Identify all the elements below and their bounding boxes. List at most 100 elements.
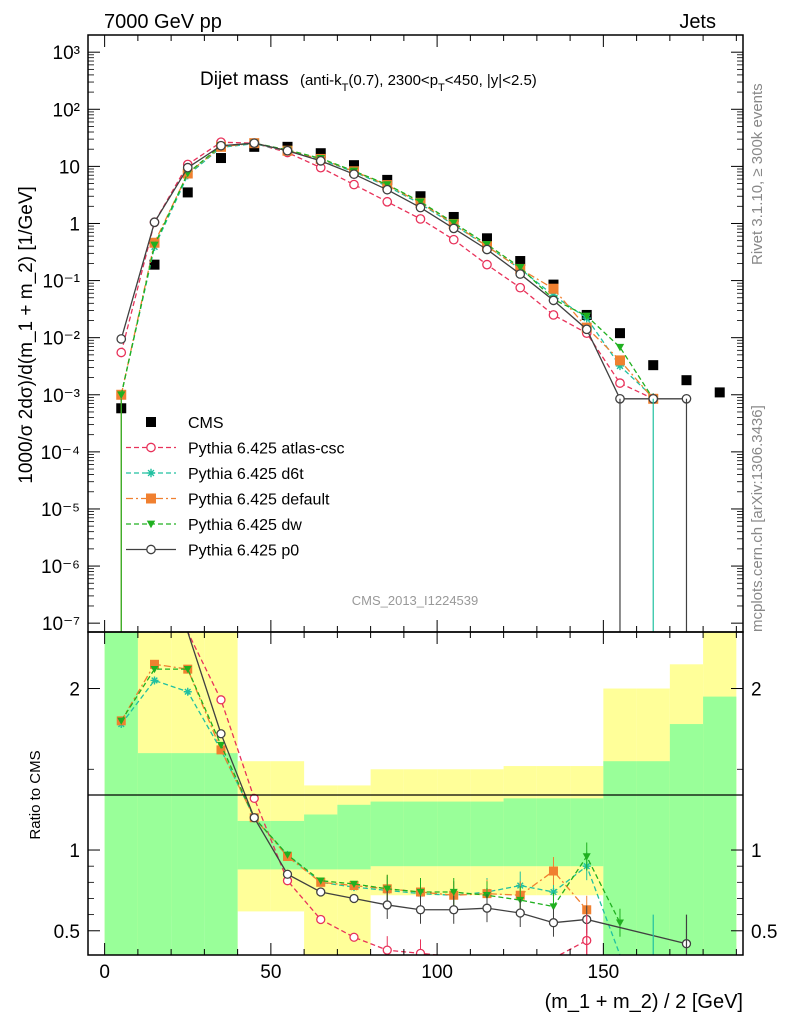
band-inner-8 <box>370 801 404 867</box>
x-axis-label: (m_1 + m_2) / 2 [GeV] <box>545 991 743 1013</box>
main-point-4-1 <box>150 241 159 250</box>
title-detail-sub1: T <box>342 82 349 94</box>
ratio-series-line-0 <box>154 632 588 955</box>
main-ytick-label-1: 10² <box>53 100 80 121</box>
main-point-5-1 <box>149 217 160 228</box>
ratio-point-3-7 <box>349 880 358 888</box>
legend-label-1: Pythia 6.425 atlas-csc <box>188 441 345 458</box>
title-detail-sub2: T <box>438 82 445 94</box>
chart-title: Dijet mass (anti-kT(0.7), 2300<pT<450, |… <box>200 69 537 94</box>
band-inner-4 <box>237 820 271 870</box>
main-point-0-10 <box>448 211 459 222</box>
main-ytick-label-10: 10⁻⁷ <box>42 614 80 635</box>
band-inner-13 <box>536 798 571 867</box>
main-point-5-12 <box>515 269 526 279</box>
main-point-1-15 <box>615 378 625 388</box>
band-inner-3 <box>204 753 238 955</box>
ratio-point-4-6 <box>382 900 392 910</box>
band-inner-7 <box>337 804 371 870</box>
main-ytick-label-0: 10³ <box>53 43 80 64</box>
ratio-panel-content <box>116 632 692 955</box>
legend-label-3: Pythia 6.425 default <box>188 492 330 509</box>
main-point-5-0 <box>116 334 127 344</box>
title-main: Dijet mass <box>200 69 289 90</box>
ratio-point-4-2 <box>249 813 259 823</box>
band-inner-11 <box>470 801 504 867</box>
main-point-4-15 <box>615 343 625 352</box>
main-point-0-18 <box>714 387 725 398</box>
main-point-0-7 <box>348 160 359 171</box>
ratio-point-1-1 <box>150 676 159 685</box>
main-point-3-13 <box>548 283 559 294</box>
ratio-ytick-label-left-2: 2 <box>69 680 80 701</box>
main-point-0-17 <box>681 375 692 386</box>
ratio-point-0-3 <box>249 793 259 803</box>
legend-entry-0: CMS <box>146 415 224 432</box>
legend-marker-1 <box>146 442 156 453</box>
ratio-point-3-3 <box>216 741 225 750</box>
ratio-series-line-1 <box>120 679 621 955</box>
main-point-0-3 <box>215 153 226 164</box>
main-ytick-label-9: 10⁻⁶ <box>41 557 80 578</box>
main-ytick-label-7: 10⁻⁴ <box>41 443 80 464</box>
main-ytick-label-4: 10⁻¹ <box>43 272 81 293</box>
main-point-5-5 <box>282 145 293 156</box>
ratio-point-0-6 <box>349 932 359 942</box>
legend-marker-3 <box>146 493 156 504</box>
main-series-0 <box>116 141 725 414</box>
main-series-5 <box>116 138 692 404</box>
main-point-2-15 <box>615 361 625 371</box>
main-point-4-12 <box>516 264 525 272</box>
band-inner-10 <box>437 801 471 867</box>
ratio-ytick-label-right-2: 2 <box>751 680 762 701</box>
ratio-point-4-11 <box>548 918 559 928</box>
ratio-point-0-8 <box>415 948 426 955</box>
main-point-1-7 <box>349 179 359 190</box>
main-point-5-7 <box>349 169 359 180</box>
main-point-0-16 <box>648 360 659 371</box>
band-inner-6 <box>304 814 338 870</box>
band-inner-12 <box>503 798 537 867</box>
ratio-point-2-13 <box>548 866 558 876</box>
main-ytick-label-5: 10⁻² <box>43 329 81 350</box>
ratio-panel-frame <box>87 631 744 956</box>
legend-entry-5: Pythia 6.425 p0 <box>126 543 299 560</box>
ratio-point-4-3 <box>282 869 293 879</box>
band-inner-2 <box>171 753 205 955</box>
main-point-5-13 <box>548 295 559 306</box>
title-detail-prefix: (anti-k <box>300 72 342 89</box>
main-panel-frame <box>87 34 744 633</box>
legend-entry-3: Pythia 6.425 default <box>126 492 330 509</box>
band-inner-18 <box>703 696 737 955</box>
legend-label-4: Pythia 6.425 dw <box>188 517 302 534</box>
ratio-point-3-9 <box>416 888 425 897</box>
ratio-point-0-5 <box>316 914 326 925</box>
band-inner-9 <box>403 801 438 867</box>
main-point-0-6 <box>315 148 326 159</box>
legend-marker-2 <box>146 468 156 478</box>
legend-label-5: Pythia 6.425 p0 <box>188 543 299 560</box>
x-tick-label-0: 0 <box>99 962 110 983</box>
legend: CMS Pythia 6.425 atlas-csc Pythia 6.425 d6… <box>126 415 345 560</box>
main-point-1-12 <box>515 282 526 293</box>
legend-label-0: CMS <box>188 415 224 432</box>
rivet-version-label: Rivet 3.1.10, ≥ 300k events <box>749 83 766 265</box>
band-inner-1 <box>137 753 172 955</box>
main-point-5-2 <box>182 162 193 173</box>
legend-entry-4: Pythia 6.425 dw <box>126 517 302 534</box>
ratio-point-1-2 <box>183 687 192 696</box>
legend-marker-5 <box>146 544 156 555</box>
main-panel-content <box>116 137 725 632</box>
ratio-point-3-5 <box>283 851 292 859</box>
ratio-point-4-10 <box>515 908 525 918</box>
ratio-point-1-13 <box>549 888 558 897</box>
main-y-axis-label: 1000/σ 2dσ)/d(m_1 + m_2) [1/GeV] <box>16 186 37 484</box>
main-ytick-label-8: 10⁻⁵ <box>41 500 80 521</box>
ratio-point-4-4 <box>316 887 326 897</box>
main-point-2-13 <box>549 291 558 300</box>
main-point-0-11 <box>481 233 492 244</box>
main-point-5-11 <box>482 244 492 255</box>
main-point-1-11 <box>482 259 492 270</box>
analysis-watermark: CMS_2013_I1224539 <box>352 593 479 608</box>
main-ytick-label-2: 10 <box>59 157 80 178</box>
